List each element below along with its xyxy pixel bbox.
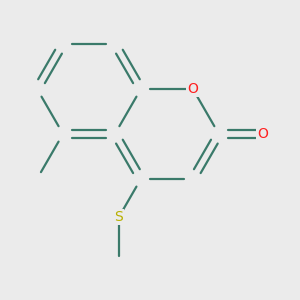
Text: S: S (115, 210, 123, 224)
Text: O: O (257, 127, 268, 141)
Text: O: O (188, 82, 198, 96)
